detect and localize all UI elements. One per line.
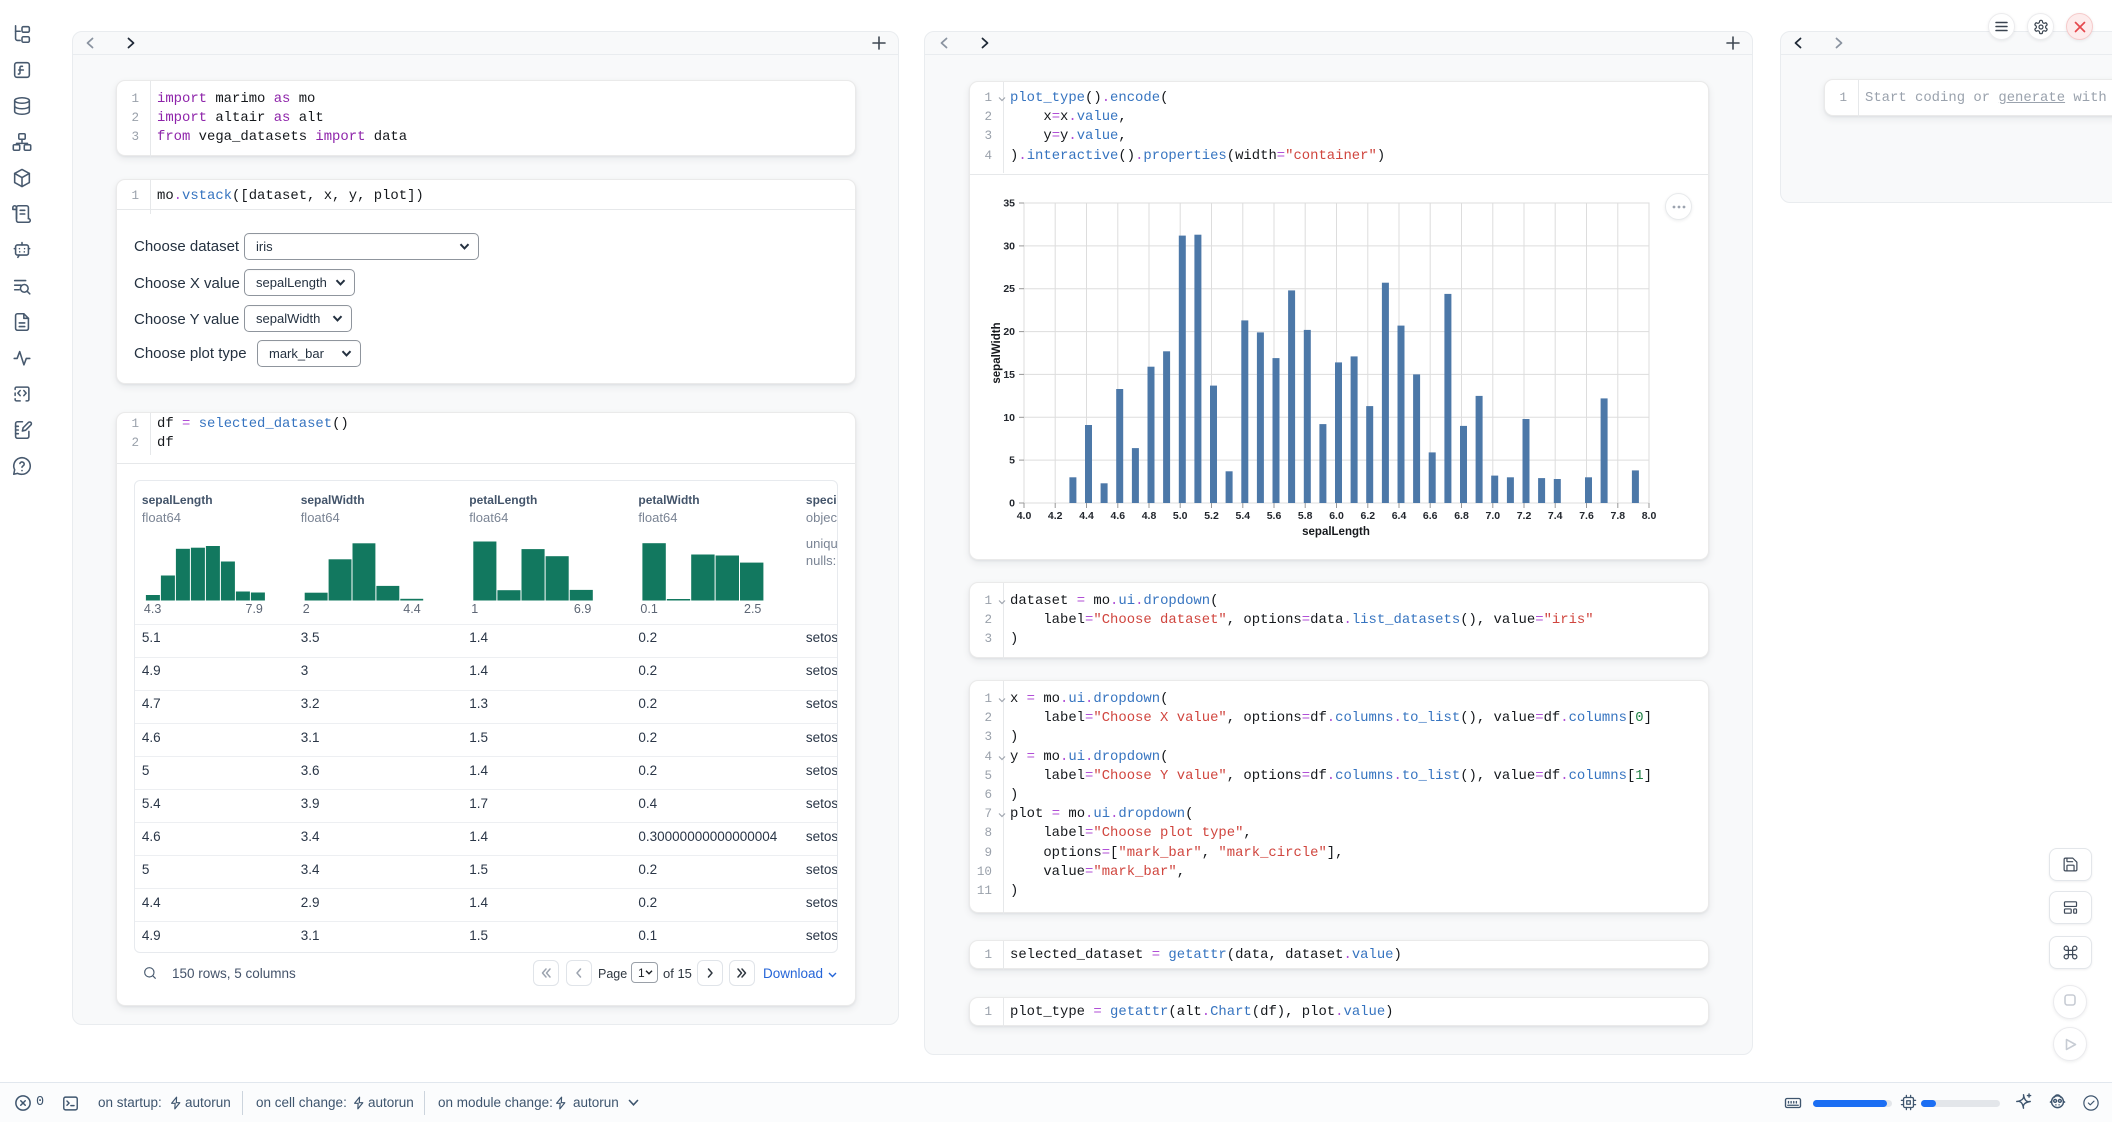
svg-text:4.8: 4.8 (1142, 510, 1157, 522)
svg-text:10: 10 (1003, 412, 1015, 424)
svg-text:5.6: 5.6 (1267, 510, 1282, 522)
svg-text:8.0: 8.0 (1642, 510, 1657, 522)
svg-text:20: 20 (1003, 326, 1015, 338)
svg-text:5.4: 5.4 (1235, 510, 1250, 522)
svg-text:7.2: 7.2 (1517, 510, 1532, 522)
svg-text:5.2: 5.2 (1204, 510, 1219, 522)
svg-text:6.0: 6.0 (1329, 510, 1344, 522)
svg-text:0: 0 (1009, 498, 1015, 510)
svg-text:35: 35 (1003, 198, 1015, 210)
svg-text:7.8: 7.8 (1610, 510, 1625, 522)
svg-text:5: 5 (1009, 455, 1015, 467)
svg-text:6.6: 6.6 (1423, 510, 1438, 522)
svg-text:4.4: 4.4 (1079, 510, 1094, 522)
svg-text:15: 15 (1003, 369, 1015, 381)
svg-text:7.4: 7.4 (1548, 510, 1563, 522)
svg-text:6.8: 6.8 (1454, 510, 1469, 522)
svg-text:6.4: 6.4 (1392, 510, 1407, 522)
svg-text:sepalWidth: sepalWidth (991, 322, 1003, 383)
svg-text:7.0: 7.0 (1485, 510, 1500, 522)
svg-text:5.8: 5.8 (1298, 510, 1313, 522)
svg-text:6.2: 6.2 (1360, 510, 1375, 522)
svg-text:30: 30 (1003, 240, 1015, 252)
svg-text:4.0: 4.0 (1017, 510, 1032, 522)
svg-text:25: 25 (1003, 283, 1015, 295)
svg-text:4.2: 4.2 (1048, 510, 1063, 522)
svg-text:4.6: 4.6 (1110, 510, 1125, 522)
svg-text:sepalLength: sepalLength (1302, 526, 1370, 538)
svg-text:5.0: 5.0 (1173, 510, 1188, 522)
svg-text:7.6: 7.6 (1579, 510, 1594, 522)
